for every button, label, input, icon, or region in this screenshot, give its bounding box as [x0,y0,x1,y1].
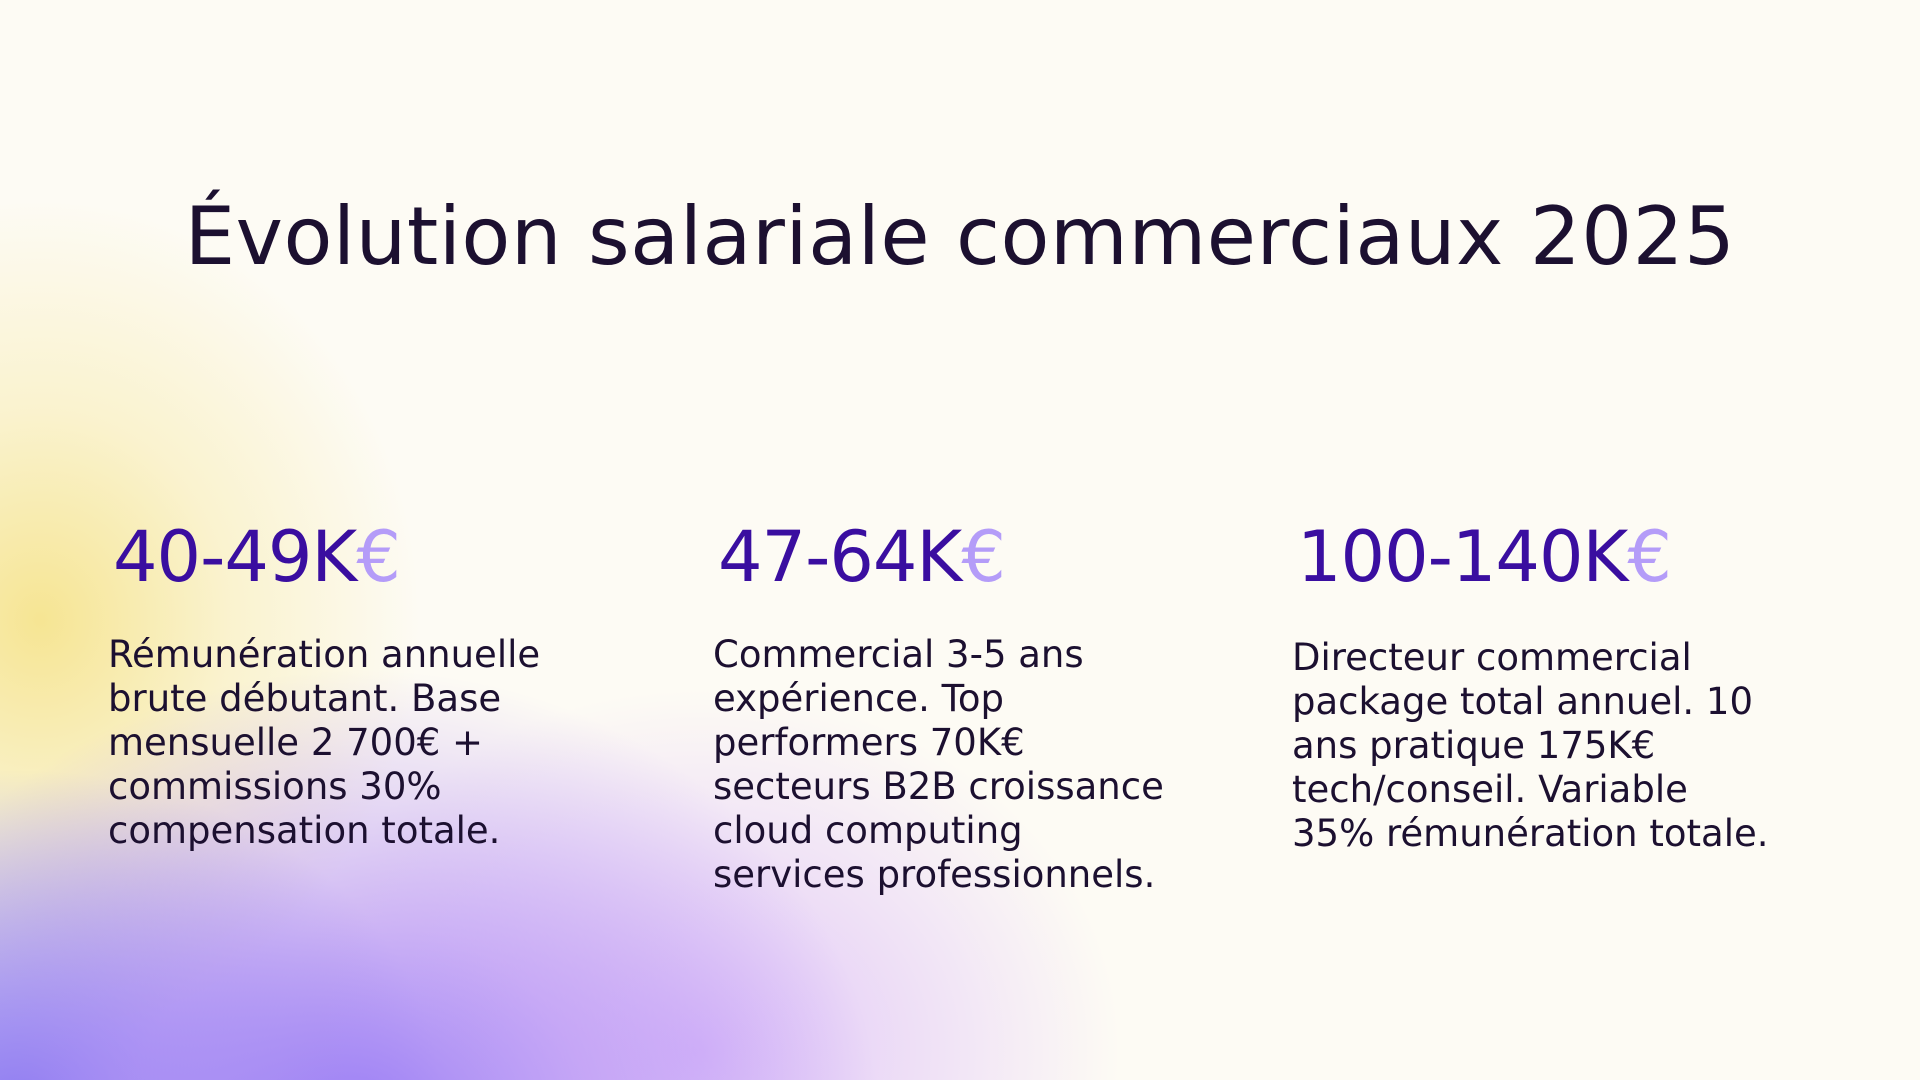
salary-column-experienced: 47-64K€ Commercial 3-5 ans expérience. To… [713,515,1164,897]
salary-value: 40-49K [113,516,357,598]
salary-range: 47-64K€ [718,515,1164,599]
description-line: Directeur commercial [1292,636,1692,679]
description-line: ans pratique 175K€ [1292,724,1656,767]
salary-value: 47-64K [718,516,962,598]
description-line: services professionnels. [713,853,1156,896]
salary-description: Directeur commercial package total annuel… [1292,636,1769,856]
description-line: Rémunération annuelle [108,633,541,676]
salary-column-junior: 40-49K€ Rémunération annuelle brute début… [108,515,540,853]
description-line: performers 70K€ [713,721,1025,764]
description-line: tech/conseil. Variable [1292,768,1688,811]
description-line: compensation totale. [108,809,501,852]
salary-value: 100-140K [1297,516,1628,598]
currency-symbol: € [961,516,1006,598]
description-line: mensuelle 2 700€ + [108,721,484,764]
currency-symbol: € [1627,516,1672,598]
description-line: brute débutant. Base [108,677,502,720]
description-line: commissions 30% [108,765,442,808]
salary-description: Rémunération annuelle brute débutant. Bas… [108,633,540,853]
description-line: package total annuel. 10 [1292,680,1754,723]
description-line: cloud computing [713,809,1023,852]
description-line: Commercial 3-5 ans [713,633,1084,676]
description-line: secteurs B2B croissance [713,765,1164,808]
page-title: Évolution salariale commerciaux 2025 [184,190,1736,283]
salary-range: 100-140K€ [1297,515,1769,599]
salary-description: Commercial 3-5 ans expérience. Top perform… [713,633,1164,897]
currency-symbol: € [356,516,401,598]
description-line: 35% rémunération totale. [1292,812,1769,855]
description-line: expérience. Top [713,677,1005,720]
salary-column-director: 100-140K€ Directeur commercial package to… [1292,515,1769,856]
salary-range: 40-49K€ [113,515,540,599]
